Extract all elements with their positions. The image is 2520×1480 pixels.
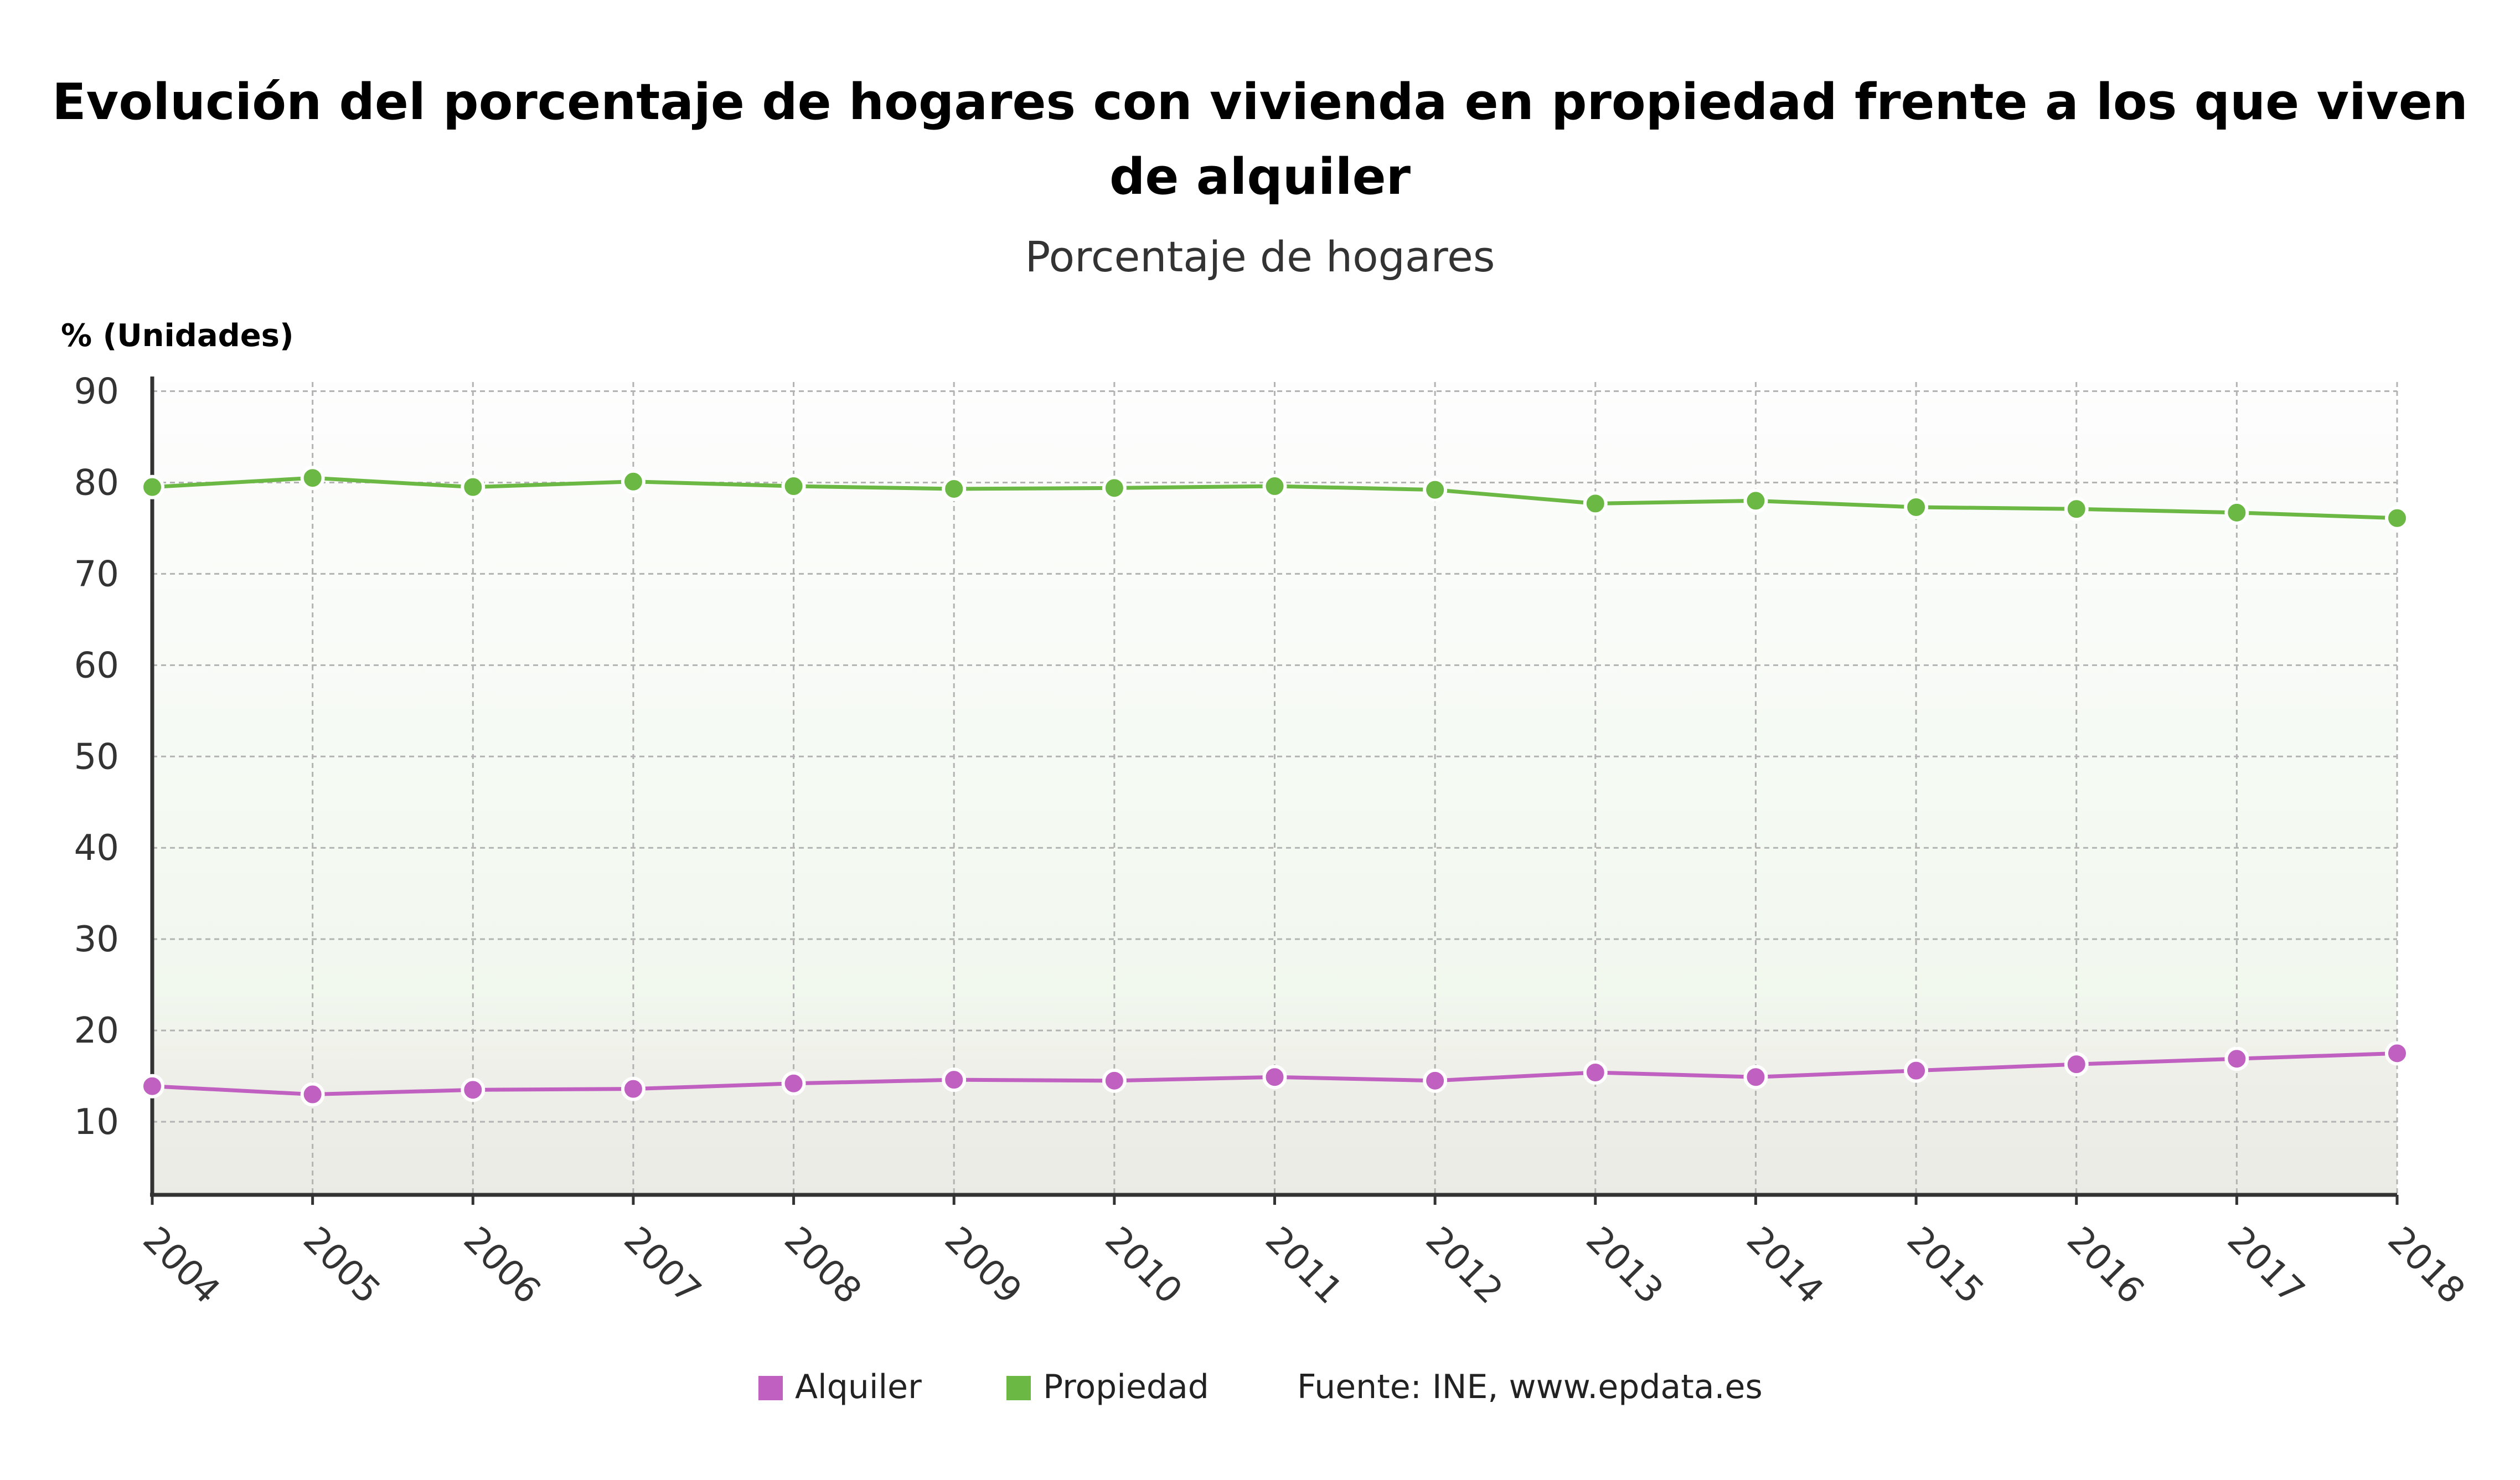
y-axis-label: % (Unidades) xyxy=(61,318,294,354)
y-tick-label-10: 10 xyxy=(74,1102,119,1143)
data-point-alquiler-2009[interactable] xyxy=(942,1068,967,1092)
y-tick-label-50: 50 xyxy=(74,736,119,777)
x-tick-label-2006: 2006 xyxy=(456,1219,548,1312)
x-tick-label-2012: 2012 xyxy=(1418,1219,1510,1312)
series-propiedad xyxy=(140,466,2409,530)
y-tick-label-20: 20 xyxy=(74,1010,119,1051)
data-point-alquiler-2007[interactable] xyxy=(621,1076,646,1101)
y-tick-label-90: 90 xyxy=(74,371,119,412)
data-point-alquiler-2005[interactable] xyxy=(300,1082,325,1107)
data-point-propiedad-2015[interactable] xyxy=(1904,494,1929,519)
data-point-propiedad-2005[interactable] xyxy=(300,466,325,491)
data-point-propiedad-2010[interactable] xyxy=(1102,476,1127,501)
x-tick-label-2014: 2014 xyxy=(1738,1219,1831,1312)
chart-title-line2: de alquiler xyxy=(1109,148,1411,206)
data-point-alquiler-2004[interactable] xyxy=(140,1074,164,1099)
data-point-alquiler-2016[interactable] xyxy=(2064,1052,2089,1077)
data-point-alquiler-2011[interactable] xyxy=(1262,1065,1287,1090)
data-point-propiedad-2004[interactable] xyxy=(140,475,164,499)
legend: Alquiler Propiedad Fuente: INE, www.epda… xyxy=(758,1368,1763,1406)
data-point-propiedad-2011[interactable] xyxy=(1262,474,1287,499)
x-tick-label-2009: 2009 xyxy=(937,1219,1029,1312)
legend-swatch-propiedad xyxy=(1006,1376,1031,1400)
data-point-propiedad-2013[interactable] xyxy=(1583,491,1608,516)
source-note: Fuente: INE, www.epdata.es xyxy=(1297,1368,1763,1406)
data-point-propiedad-2017[interactable] xyxy=(2224,500,2249,525)
chart-subtitle: Porcentaje de hogares xyxy=(1025,232,1495,281)
x-tick-label-2007: 2007 xyxy=(616,1219,709,1312)
y-tick-label-30: 30 xyxy=(74,919,119,960)
data-point-propiedad-2012[interactable] xyxy=(1423,477,1448,502)
x-tick-label-2013: 2013 xyxy=(1578,1219,1670,1312)
series xyxy=(140,466,2409,1107)
data-point-propiedad-2016[interactable] xyxy=(2064,497,2089,522)
data-point-propiedad-2009[interactable] xyxy=(942,476,967,501)
x-tick-label-2005: 2005 xyxy=(295,1219,388,1312)
data-point-propiedad-2006[interactable] xyxy=(461,475,486,499)
y-tick-label-80: 80 xyxy=(74,462,119,503)
legend-swatch-alquiler xyxy=(758,1376,783,1400)
data-point-alquiler-2012[interactable] xyxy=(1423,1068,1448,1093)
data-point-propiedad-2008[interactable] xyxy=(781,474,806,499)
data-point-propiedad-2018[interactable] xyxy=(2385,506,2409,530)
x-tick-label-2017: 2017 xyxy=(2219,1219,2312,1312)
y-tick-label-70: 70 xyxy=(74,554,119,595)
legend-label-propiedad: Propiedad xyxy=(1043,1368,1209,1406)
x-tick-label-2004: 2004 xyxy=(135,1219,228,1312)
y-tick-label-60: 60 xyxy=(74,645,119,686)
axes xyxy=(150,377,2399,1205)
data-point-alquiler-2018[interactable] xyxy=(2385,1041,2409,1066)
x-tick-label-2018: 2018 xyxy=(2380,1219,2472,1312)
series-alquiler xyxy=(140,1041,2409,1107)
data-point-alquiler-2013[interactable] xyxy=(1583,1060,1608,1085)
data-point-alquiler-2008[interactable] xyxy=(781,1071,806,1096)
data-point-propiedad-2014[interactable] xyxy=(1743,488,1768,513)
y-tick-label-40: 40 xyxy=(74,828,119,869)
chart-title: Evolución del porcentaje de hogares con … xyxy=(52,73,2468,131)
data-point-propiedad-2007[interactable] xyxy=(621,469,646,494)
x-axis-ticks: 2004 2005 2006 2007 2008 2009 2010 2011 2012 2013… xyxy=(135,1219,2472,1312)
x-tick-label-2015: 2015 xyxy=(1899,1219,1991,1312)
data-point-alquiler-2006[interactable] xyxy=(461,1077,486,1102)
data-point-alquiler-2010[interactable] xyxy=(1102,1068,1127,1093)
x-tick-label-2010: 2010 xyxy=(1097,1219,1190,1312)
legend-label-alquiler: Alquiler xyxy=(795,1368,922,1406)
x-tick-label-2016: 2016 xyxy=(2059,1219,2151,1312)
x-tick-label-2008: 2008 xyxy=(776,1219,869,1312)
data-point-alquiler-2014[interactable] xyxy=(1743,1065,1768,1090)
x-tick-label-2011: 2011 xyxy=(1257,1219,1350,1312)
data-point-alquiler-2017[interactable] xyxy=(2224,1046,2249,1071)
y-axis-ticks: 10 20 30 40 50 60 70 80 90 xyxy=(74,371,119,1143)
data-point-alquiler-2015[interactable] xyxy=(1904,1058,1929,1083)
